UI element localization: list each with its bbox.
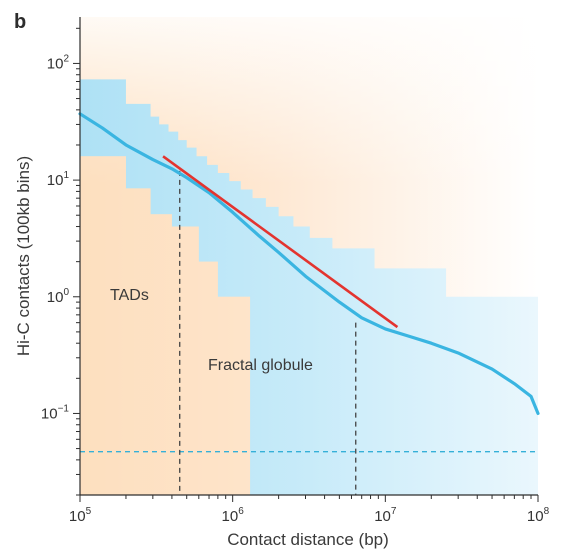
- x-tick-label: 106: [222, 506, 245, 525]
- y-tick-label: 102: [47, 53, 70, 72]
- x-tick-label: 108: [527, 506, 550, 525]
- panel-label: b: [14, 11, 26, 33]
- axes: 105 106 107 108 102 101 100 10−1: [41, 17, 550, 525]
- contact-probability-curve: [78, 112, 540, 416]
- x-tick-label: 105: [69, 506, 92, 525]
- y-axis-label: Hi-C contacts (100kb bins): [14, 156, 33, 356]
- x-tick-label: 107: [374, 506, 397, 525]
- power-law-fit-line: [162, 155, 399, 329]
- y-tick-label: 100: [47, 287, 70, 306]
- y-tick-label: 101: [47, 170, 70, 189]
- tad-region: [80, 156, 251, 495]
- y-tick-label: 10−1: [41, 403, 70, 422]
- plot-area: [78, 17, 540, 495]
- annotation-fractal-globule: Fractal globule: [208, 357, 313, 374]
- x-axis-label: Contact distance (bp): [227, 530, 389, 549]
- annotation-tads: TADs: [110, 287, 149, 304]
